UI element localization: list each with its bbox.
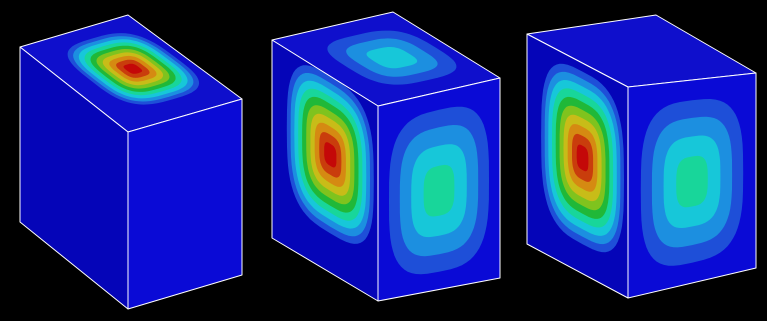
contour-band bbox=[366, 47, 418, 69]
block-1-right-face bbox=[127, 98, 243, 310]
contour-band bbox=[576, 144, 589, 172]
block-2-right-face bbox=[377, 77, 501, 302]
face-edge bbox=[377, 77, 501, 302]
block-3-right-face bbox=[627, 72, 757, 299]
face-edge bbox=[627, 72, 757, 299]
block-1-top-face bbox=[19, 14, 243, 133]
face-base bbox=[527, 15, 756, 87]
contour-band bbox=[423, 164, 455, 217]
contour-band bbox=[676, 155, 708, 208]
block-2-left-face bbox=[271, 39, 379, 302]
blocks-group bbox=[19, 11, 757, 310]
contour-band bbox=[324, 142, 337, 168]
block-3 bbox=[526, 14, 757, 299]
block-2-top-face bbox=[271, 11, 501, 107]
face-base bbox=[128, 99, 242, 309]
face-edge bbox=[127, 98, 243, 310]
contour-band bbox=[123, 63, 143, 74]
block-2 bbox=[271, 11, 501, 302]
block-3-left-face bbox=[526, 33, 629, 299]
block-1 bbox=[19, 14, 243, 310]
